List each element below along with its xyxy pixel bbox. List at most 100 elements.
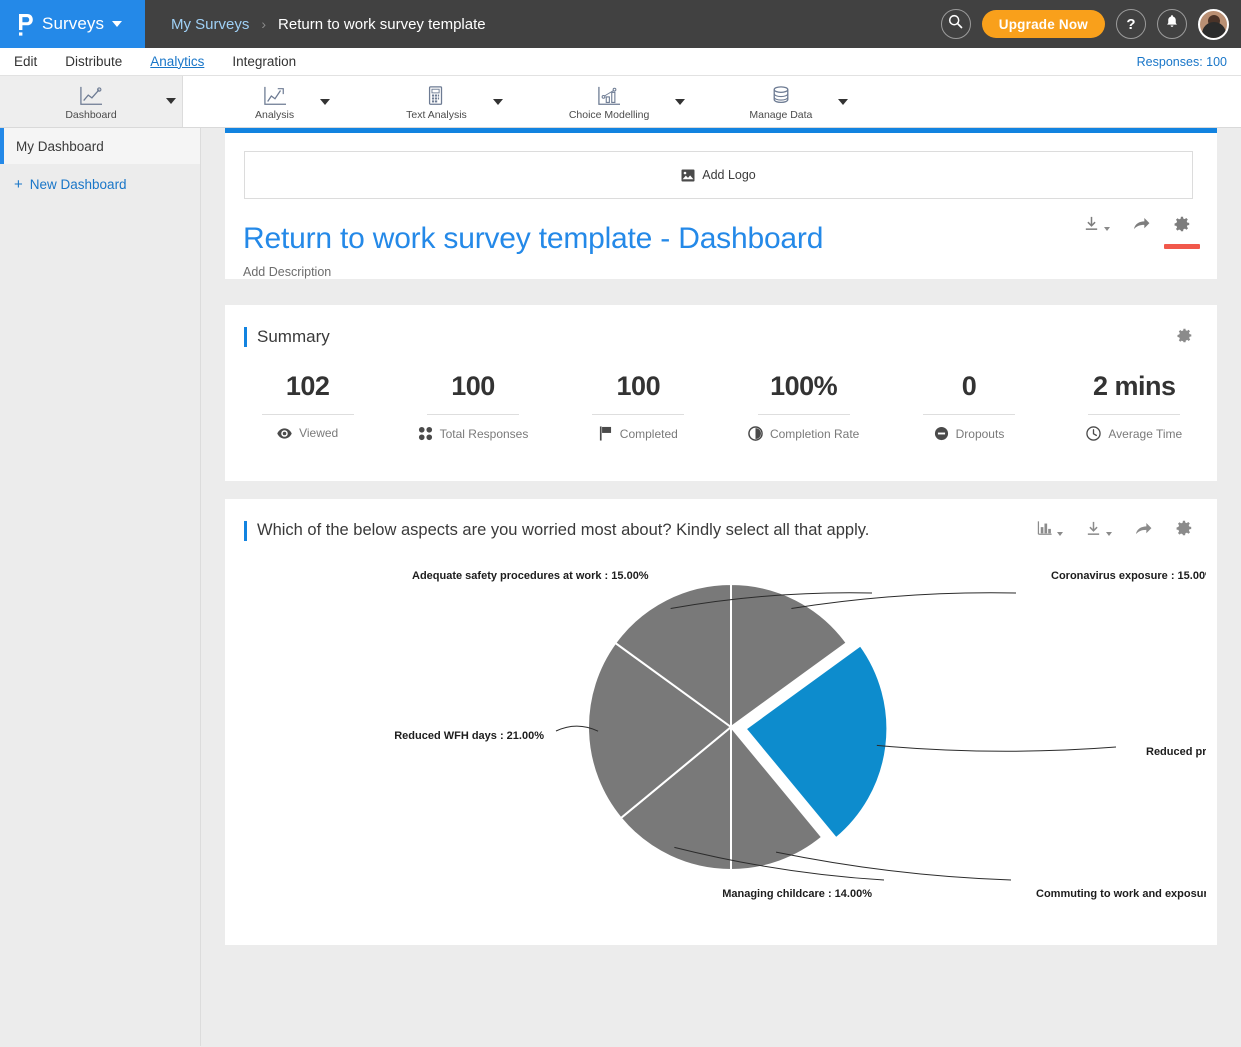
caret-down-icon-analysis[interactable]: [320, 98, 331, 105]
toolbar-item-analysis[interactable]: Analysis: [243, 76, 306, 127]
scatter-chart-icon: [596, 83, 622, 107]
flag-icon: [599, 426, 613, 441]
dashboard-settings-button[interactable]: [1164, 215, 1200, 249]
caret-down-icon-manage-data[interactable]: [838, 98, 849, 105]
four-dots-icon: [418, 426, 433, 441]
question-share-button[interactable]: [1134, 520, 1153, 542]
toolbar-manage-data-inner: Manage Data: [737, 76, 824, 127]
database-icon: [770, 83, 792, 107]
caret-down-icon-text-analysis[interactable]: [492, 98, 503, 105]
page-title[interactable]: Return to work survey template - Dashboa…: [243, 222, 824, 255]
gear-icon: [1175, 519, 1193, 542]
analysis-chart-icon: [262, 83, 288, 107]
pie-slice[interactable]: [730, 724, 824, 872]
toolbar-item-choice-modelling[interactable]: Choice Modelling: [557, 76, 662, 127]
clock-icon: [1086, 426, 1102, 441]
notifications-button[interactable]: [1157, 9, 1187, 39]
image-icon: [681, 169, 695, 182]
stat-total-responses: 100 Total Responses: [390, 371, 555, 441]
user-avatar[interactable]: [1198, 8, 1229, 40]
question-download-button[interactable]: [1085, 520, 1112, 542]
plus-icon: +: [14, 175, 23, 193]
pie-slice-label: Reduced WFH days : 21.00%: [394, 730, 544, 742]
proprofs-p-logo-icon: [14, 12, 34, 36]
toolbar-label-analysis: Analysis: [255, 108, 295, 121]
summary-title: Summary: [257, 327, 330, 346]
gear-icon: [1173, 215, 1191, 238]
pie-slice[interactable]: [613, 582, 732, 729]
dashboard-content: Add Logo Return to work survey template …: [201, 128, 1241, 1046]
summary-actions: [1176, 327, 1193, 349]
summary-panel-header: Summary: [225, 305, 1217, 347]
line-chart-icon: [78, 83, 104, 107]
gear-icon: [1176, 327, 1193, 349]
tab-edit[interactable]: Edit: [14, 53, 38, 69]
summary-panel: Summary 102: [225, 305, 1217, 481]
toolbar-label-choice-modelling: Choice Modelling: [568, 108, 650, 121]
question-title: Which of the below aspects are you worri…: [257, 521, 870, 540]
toolbar-dashboard-inner: Dashboard: [53, 76, 128, 127]
toolbar-item-text-analysis[interactable]: Text Analysis: [394, 76, 479, 127]
stat-label-row: Completion Rate: [748, 426, 859, 441]
share-arrow-icon: [1132, 215, 1151, 237]
toolbar-label-manage-data: Manage Data: [749, 108, 813, 121]
toolbar-text-analysis-inner: Text Analysis: [394, 76, 479, 127]
stat-average-time: 2 mins Average Time: [1052, 371, 1217, 441]
sidebar-item-my-dashboard[interactable]: My Dashboard: [0, 128, 200, 164]
pie-leader-line: [791, 592, 1017, 609]
pie-leader-lines: [555, 592, 1117, 881]
dashboard-title-panel: Add Logo Return to work survey template …: [225, 128, 1217, 279]
toolbar-spacer-3: [517, 76, 557, 127]
toolbar-item-manage-data[interactable]: Manage Data: [737, 76, 824, 127]
toolbar-item-dashboard[interactable]: Dashboard: [0, 76, 183, 127]
question-mark-icon: ?: [1126, 15, 1136, 33]
pie-leader-line: [555, 725, 599, 732]
upgrade-now-button[interactable]: Upgrade Now: [981, 10, 1105, 38]
caret-down-icon[interactable]: [1104, 227, 1110, 231]
caret-down-icon[interactable]: [1106, 531, 1112, 536]
stat-label-row: Dropouts: [934, 426, 1004, 441]
tab-distribute[interactable]: Distribute: [65, 53, 123, 69]
stat-value: 100%: [757, 371, 850, 415]
summary-accent-bar: [244, 327, 247, 347]
pie-slice-label: Managing childcare : 14.00%: [722, 888, 872, 900]
caret-down-icon-choice-modelling[interactable]: [675, 98, 686, 105]
pie-slice[interactable]: [730, 582, 849, 729]
pie-slice-label: Commuting to work and exposure risk : 11…: [1036, 888, 1206, 900]
summary-stats-row: 102 Viewed 100 Total Responses: [225, 347, 1217, 481]
eye-icon: [277, 427, 292, 439]
pie-slice[interactable]: [587, 641, 733, 820]
breadcrumb-my-surveys[interactable]: My Surveys: [171, 15, 250, 33]
pie-slices[interactable]: [587, 582, 890, 872]
breadcrumb-current-survey: Return to work survey template: [278, 15, 486, 33]
stat-value: 100: [592, 371, 685, 415]
stat-value: 100: [426, 371, 519, 415]
tab-integration[interactable]: Integration: [232, 53, 297, 69]
summary-settings-button[interactable]: [1176, 327, 1193, 349]
caret-down-icon[interactable]: [1057, 531, 1063, 536]
chart-type-button[interactable]: [1037, 520, 1063, 541]
pie-leader-line: [674, 846, 885, 881]
tab-analytics[interactable]: Analytics: [150, 53, 205, 69]
stat-label-row: Average Time: [1086, 426, 1182, 441]
caret-down-icon[interactable]: [166, 98, 176, 104]
pie-chart[interactable]: Coronavirus exposure : 15.00% Reduced pro…: [236, 555, 1206, 945]
toolbar-choice-modelling-inner: Choice Modelling: [557, 76, 662, 127]
brand-home-button[interactable]: Surveys: [0, 0, 145, 48]
chevron-down-icon[interactable]: [112, 21, 123, 27]
pie-slice[interactable]: [619, 724, 732, 872]
help-button[interactable]: ?: [1116, 9, 1146, 39]
pie-leader-line: [670, 592, 873, 609]
analytics-icon-toolbar: Dashboard Analysis: [0, 76, 1241, 128]
download-button[interactable]: [1083, 215, 1110, 237]
add-logo-dropzone[interactable]: Add Logo: [244, 151, 1193, 199]
add-description-field[interactable]: Add Description: [243, 265, 332, 279]
question-settings-button[interactable]: [1175, 519, 1193, 542]
stat-label: Average Time: [1108, 426, 1183, 441]
text-document-icon: [426, 83, 446, 107]
search-button[interactable]: [940, 9, 971, 39]
toolbar-label-dashboard: Dashboard: [65, 108, 117, 121]
pie-leader-line: [775, 851, 1012, 881]
new-dashboard-button[interactable]: + New Dashboard: [0, 164, 200, 204]
share-button[interactable]: [1132, 215, 1151, 237]
